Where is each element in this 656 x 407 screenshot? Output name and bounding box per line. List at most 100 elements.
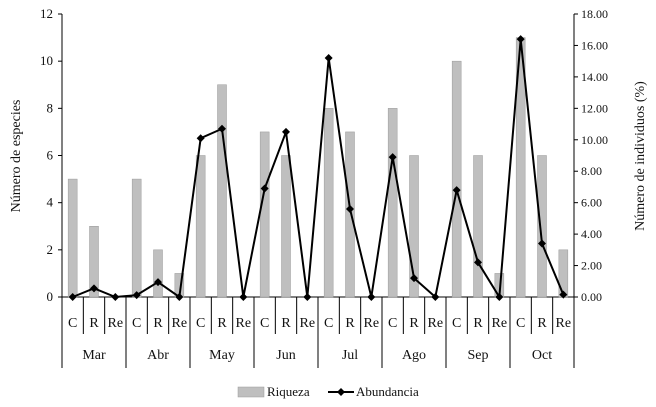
line-point <box>367 293 376 301</box>
legend-marker-abundancia <box>337 388 345 396</box>
x-tick-label: Re <box>172 316 188 331</box>
bar <box>409 155 419 298</box>
line-series <box>68 35 568 301</box>
x-group-label: Mar <box>82 348 106 363</box>
x-tick-label: Re <box>428 316 444 331</box>
line-point <box>111 293 120 301</box>
line-point <box>154 278 162 287</box>
axis-labels: 0 2 4 6 8 10 12 0.00 2.00 4.00 6.00 8.00 10.00 12.00 1… <box>40 6 608 363</box>
y-tick-label: 10 <box>40 53 53 68</box>
bar <box>345 131 355 298</box>
x-tick-label: R <box>89 316 99 331</box>
bar <box>89 226 99 298</box>
bar <box>67 178 78 298</box>
abundance-line <box>72 39 565 301</box>
bar <box>195 155 206 298</box>
bar <box>451 60 462 298</box>
line-point <box>431 293 440 301</box>
line-point <box>90 284 98 293</box>
x-group-label: Jun <box>276 348 295 363</box>
bar <box>259 131 270 298</box>
line-point <box>132 291 141 300</box>
y2-tick-label: 10.00 <box>581 133 608 147</box>
y-tick-label: 2 <box>47 242 54 257</box>
line-point <box>324 54 333 63</box>
line-point <box>196 134 205 143</box>
y2-tick-label: 8.00 <box>581 164 602 178</box>
x-tick-label: R <box>281 316 291 331</box>
x-group-label: May <box>209 348 235 363</box>
line-point <box>495 293 504 301</box>
y-tick-label: 8 <box>47 100 54 115</box>
y2-tick-label: 4.00 <box>581 227 602 241</box>
x-group-label: Oct <box>532 348 552 363</box>
chart-axes <box>58 13 578 368</box>
x-tick-label: Re <box>492 316 508 331</box>
bar <box>387 108 398 298</box>
line-point <box>68 293 77 301</box>
bar <box>323 108 334 298</box>
x-tick-label: C <box>196 316 205 331</box>
x-group-label: Ago <box>402 348 426 363</box>
x-tick-label: C <box>132 316 141 331</box>
line-point <box>175 293 184 301</box>
y2-tick-label: 0.00 <box>581 290 602 304</box>
y-tick-label: 0 <box>47 289 54 304</box>
y2-axis-label: Número de individuos (%) <box>633 81 648 231</box>
line-point <box>410 274 418 283</box>
line-point <box>559 290 568 299</box>
x-group-label: Jul <box>342 348 358 363</box>
x-tick-label: C <box>388 316 397 331</box>
y-axis-label: Número de especies <box>9 100 24 213</box>
line-point <box>474 258 482 267</box>
x-tick-label: R <box>537 316 547 331</box>
x-tick-label: Re <box>108 316 124 331</box>
x-group-label: Sep <box>468 348 489 363</box>
line-point <box>260 184 269 193</box>
x-tick-label: R <box>409 316 419 331</box>
x-tick-label: C <box>324 316 333 331</box>
legend: Riqueza Abundancia <box>237 384 419 399</box>
x-tick-label: C <box>260 316 269 331</box>
y2-tick-label: 2.00 <box>581 259 602 273</box>
bar <box>131 178 142 298</box>
x-tick-label: R <box>345 316 355 331</box>
y-tick-label: 12 <box>40 6 53 21</box>
line-point <box>282 127 290 136</box>
bar <box>558 249 569 298</box>
x-tick-label: C <box>68 316 77 331</box>
y-tick-label: 6 <box>47 148 54 163</box>
y2-tick-label: 12.00 <box>581 101 608 115</box>
y2-tick-label: 16.00 <box>581 38 608 52</box>
bar <box>153 249 163 298</box>
x-tick-label: R <box>473 316 483 331</box>
x-group-label: Abr <box>147 348 169 363</box>
y2-tick-label: 14.00 <box>581 70 608 84</box>
legend-swatch-riqueza <box>237 386 265 398</box>
line-point <box>516 35 525 44</box>
bar <box>281 155 291 298</box>
x-tick-label: R <box>153 316 163 331</box>
line-point <box>218 124 226 133</box>
bar <box>473 155 483 298</box>
legend-label-riqueza: Riqueza <box>267 384 310 399</box>
line-point <box>346 204 354 213</box>
line-point <box>239 293 248 301</box>
x-tick-label: Re <box>236 316 252 331</box>
line-point <box>452 186 461 195</box>
bar <box>217 84 227 298</box>
x-tick-label: C <box>452 316 461 331</box>
line-point <box>538 239 546 248</box>
x-tick-label: C <box>516 316 525 331</box>
line-point <box>303 293 312 301</box>
x-tick-label: Re <box>556 316 572 331</box>
bar <box>537 155 547 298</box>
x-tick-label: R <box>217 316 227 331</box>
y-tick-label: 4 <box>47 195 54 210</box>
x-tick-label: Re <box>300 316 316 331</box>
y2-tick-label: 18.00 <box>581 7 608 21</box>
line-point <box>388 153 397 162</box>
legend-label-abundancia: Abundancia <box>356 384 419 399</box>
y2-tick-label: 6.00 <box>581 196 602 210</box>
